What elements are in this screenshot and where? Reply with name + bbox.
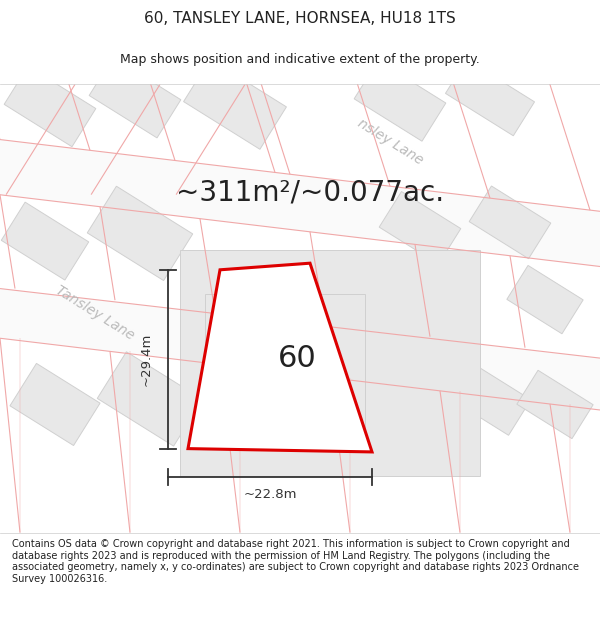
Text: nsley Lane: nsley Lane: [355, 116, 425, 168]
Polygon shape: [517, 370, 593, 439]
Text: Contains OS data © Crown copyright and database right 2021. This information is : Contains OS data © Crown copyright and d…: [12, 539, 579, 584]
Polygon shape: [449, 362, 531, 435]
Polygon shape: [469, 186, 551, 259]
Polygon shape: [188, 263, 372, 452]
Text: Tansley Lane: Tansley Lane: [53, 283, 137, 342]
Polygon shape: [0, 139, 600, 266]
Polygon shape: [445, 59, 535, 136]
Polygon shape: [4, 66, 96, 147]
Polygon shape: [507, 266, 583, 334]
Polygon shape: [10, 363, 100, 446]
Text: ~29.4m: ~29.4m: [139, 332, 152, 386]
Text: 60: 60: [278, 344, 317, 373]
Text: 60, TANSLEY LANE, HORNSEA, HU18 1TS: 60, TANSLEY LANE, HORNSEA, HU18 1TS: [144, 11, 456, 26]
Polygon shape: [379, 191, 461, 264]
Polygon shape: [0, 289, 600, 410]
Polygon shape: [1, 202, 89, 280]
Polygon shape: [180, 250, 480, 476]
Polygon shape: [87, 186, 193, 281]
Text: ~22.8m: ~22.8m: [243, 488, 297, 501]
Text: Map shows position and indicative extent of the property.: Map shows position and indicative extent…: [120, 52, 480, 66]
Polygon shape: [184, 59, 286, 149]
Polygon shape: [97, 352, 203, 446]
Polygon shape: [358, 367, 442, 442]
Polygon shape: [89, 58, 181, 138]
Polygon shape: [205, 294, 365, 432]
Text: ~311m²/~0.077ac.: ~311m²/~0.077ac.: [176, 179, 444, 206]
Polygon shape: [354, 61, 446, 141]
